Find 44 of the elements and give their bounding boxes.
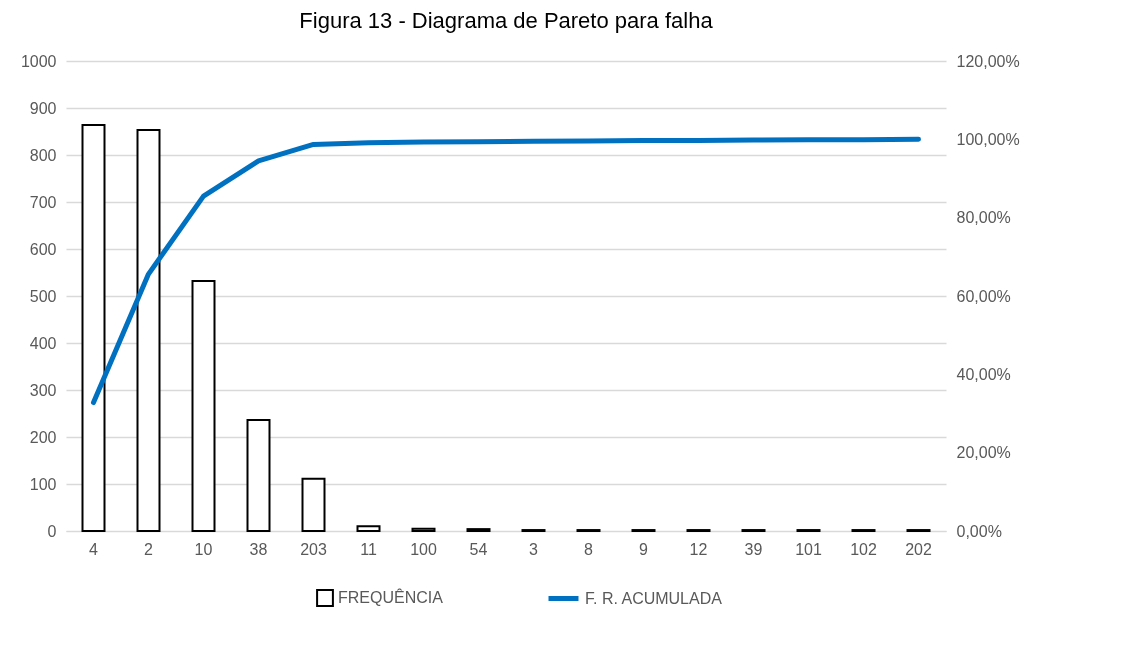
x-tick-label: 38 xyxy=(249,540,268,558)
y2-tick-label: 40,00% xyxy=(956,365,1011,383)
x-tick-label: 202 xyxy=(905,540,932,558)
y2-tick-label: 80,00% xyxy=(956,209,1011,227)
y-tick-label: 300 xyxy=(29,381,57,399)
y-tick-label: 600 xyxy=(29,240,57,258)
x-tick-label: 100 xyxy=(410,540,437,558)
y-tick-label: 900 xyxy=(29,99,57,117)
y2-tick-label: 100,00% xyxy=(956,130,1020,148)
x-tick-label: 2 xyxy=(144,540,154,558)
bar xyxy=(301,477,326,532)
bar xyxy=(356,525,381,532)
x-tick-label: 39 xyxy=(744,540,763,558)
bar xyxy=(81,123,106,532)
chart-title: Figura 13 - Diagrama de Pareto para falha xyxy=(299,8,714,33)
bar xyxy=(191,279,216,532)
legend-label: FREQUÊNCIA xyxy=(338,588,444,606)
x-tick-label: 12 xyxy=(689,540,708,558)
bar xyxy=(411,527,436,532)
y-tick-label: 700 xyxy=(29,193,57,211)
y-tick-label: 800 xyxy=(29,146,57,164)
y-tick-label: 500 xyxy=(29,287,57,305)
bar xyxy=(246,419,271,532)
x-tick-label: 54 xyxy=(469,540,488,558)
x-tick-label: 3 xyxy=(529,540,539,558)
y2-tick-label: 0,00% xyxy=(956,522,1002,540)
y2-tick-label: 120,00% xyxy=(956,52,1020,70)
x-tick-label: 9 xyxy=(639,540,649,558)
y2-tick-label: 20,00% xyxy=(956,444,1011,462)
y-tick-label: 100 xyxy=(29,475,57,493)
bar xyxy=(136,129,161,532)
x-tick-label: 203 xyxy=(300,540,327,558)
y2-tick-label: 60,00% xyxy=(956,287,1011,305)
y-tick-label: 0 xyxy=(47,522,57,540)
x-tick-label: 102 xyxy=(850,540,877,558)
y-tick-label: 200 xyxy=(29,428,57,446)
x-tick-label: 11 xyxy=(360,540,377,558)
legend-label: F. R. ACUMULADA xyxy=(585,589,723,607)
x-tick-label: 4 xyxy=(89,540,99,558)
x-tick-label: 101 xyxy=(795,540,822,558)
y-tick-label: 400 xyxy=(29,334,57,352)
x-tick-label: 8 xyxy=(584,540,594,558)
y-tick-label: 1000 xyxy=(20,52,57,70)
x-tick-label: 10 xyxy=(194,540,213,558)
